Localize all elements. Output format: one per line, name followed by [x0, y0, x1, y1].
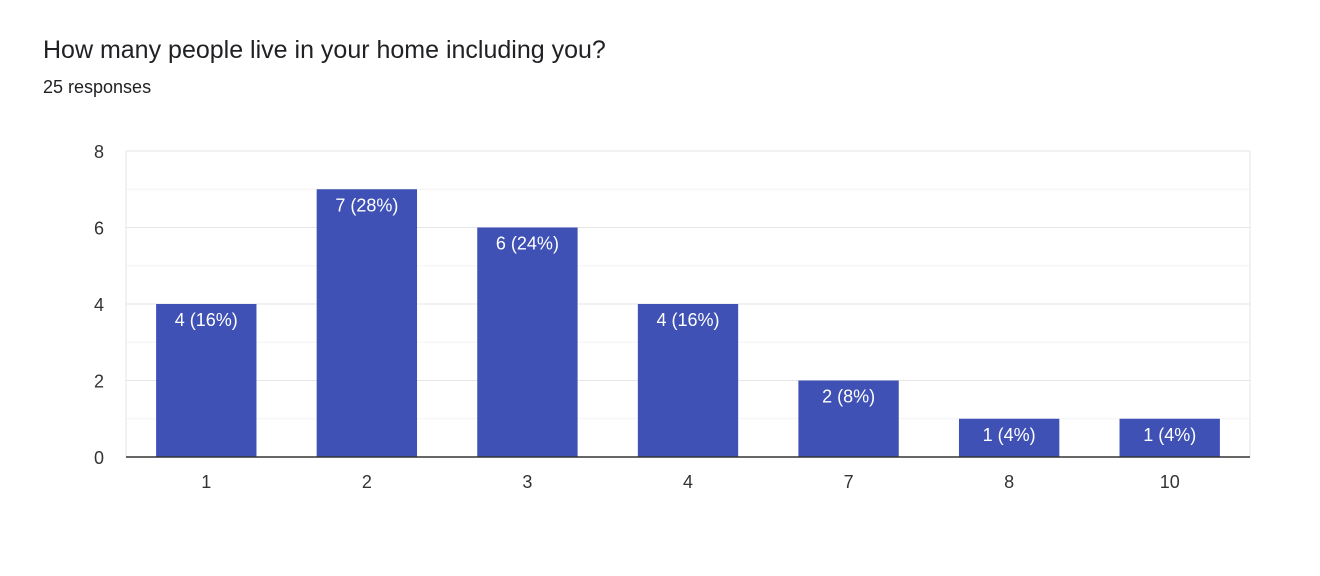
- x-tick-label: 7: [844, 472, 854, 492]
- x-tick-label: 1: [201, 472, 211, 492]
- y-tick-label: 6: [94, 219, 104, 239]
- bar-data-label: 4 (16%): [656, 310, 719, 330]
- bar: [1119, 418, 1220, 457]
- bar: [637, 304, 739, 457]
- chart-title: How many people live in your home includ…: [43, 36, 606, 64]
- y-tick-label: 0: [94, 448, 104, 468]
- bar: [156, 304, 257, 457]
- x-tick-label: 2: [362, 472, 372, 492]
- bars: 4 (16%) 7 (28%) 6 (24%) 4 (16%) 2 (8%) 1 (4%)…: [156, 189, 1220, 457]
- x-tick-label: 10: [1160, 472, 1180, 492]
- x-tick-label: 8: [1004, 472, 1014, 492]
- x-axis-ticks: 1 2 3 4 7 8 10: [201, 472, 1179, 492]
- bar: [958, 418, 1060, 457]
- bar-data-label: 6 (24%): [496, 234, 559, 254]
- bar: [477, 227, 578, 457]
- response-count: 25 responses: [43, 77, 152, 97]
- y-tick-label: 2: [94, 372, 104, 392]
- y-tick-label: 4: [94, 295, 104, 315]
- bar-data-label: 1 (4%): [1143, 425, 1196, 445]
- bar-data-label: 1 (4%): [983, 425, 1036, 445]
- x-tick-label: 3: [522, 472, 532, 492]
- bar-data-label: 7 (28%): [335, 195, 398, 215]
- bar: [798, 380, 899, 457]
- y-tick-label: 8: [94, 142, 104, 162]
- bar-data-label: 4 (16%): [175, 310, 238, 330]
- bar: [316, 189, 418, 457]
- bar-data-label: 2 (8%): [822, 387, 875, 407]
- y-axis-ticks: 0 2 4 6 8: [94, 142, 104, 468]
- x-tick-label: 4: [683, 472, 693, 492]
